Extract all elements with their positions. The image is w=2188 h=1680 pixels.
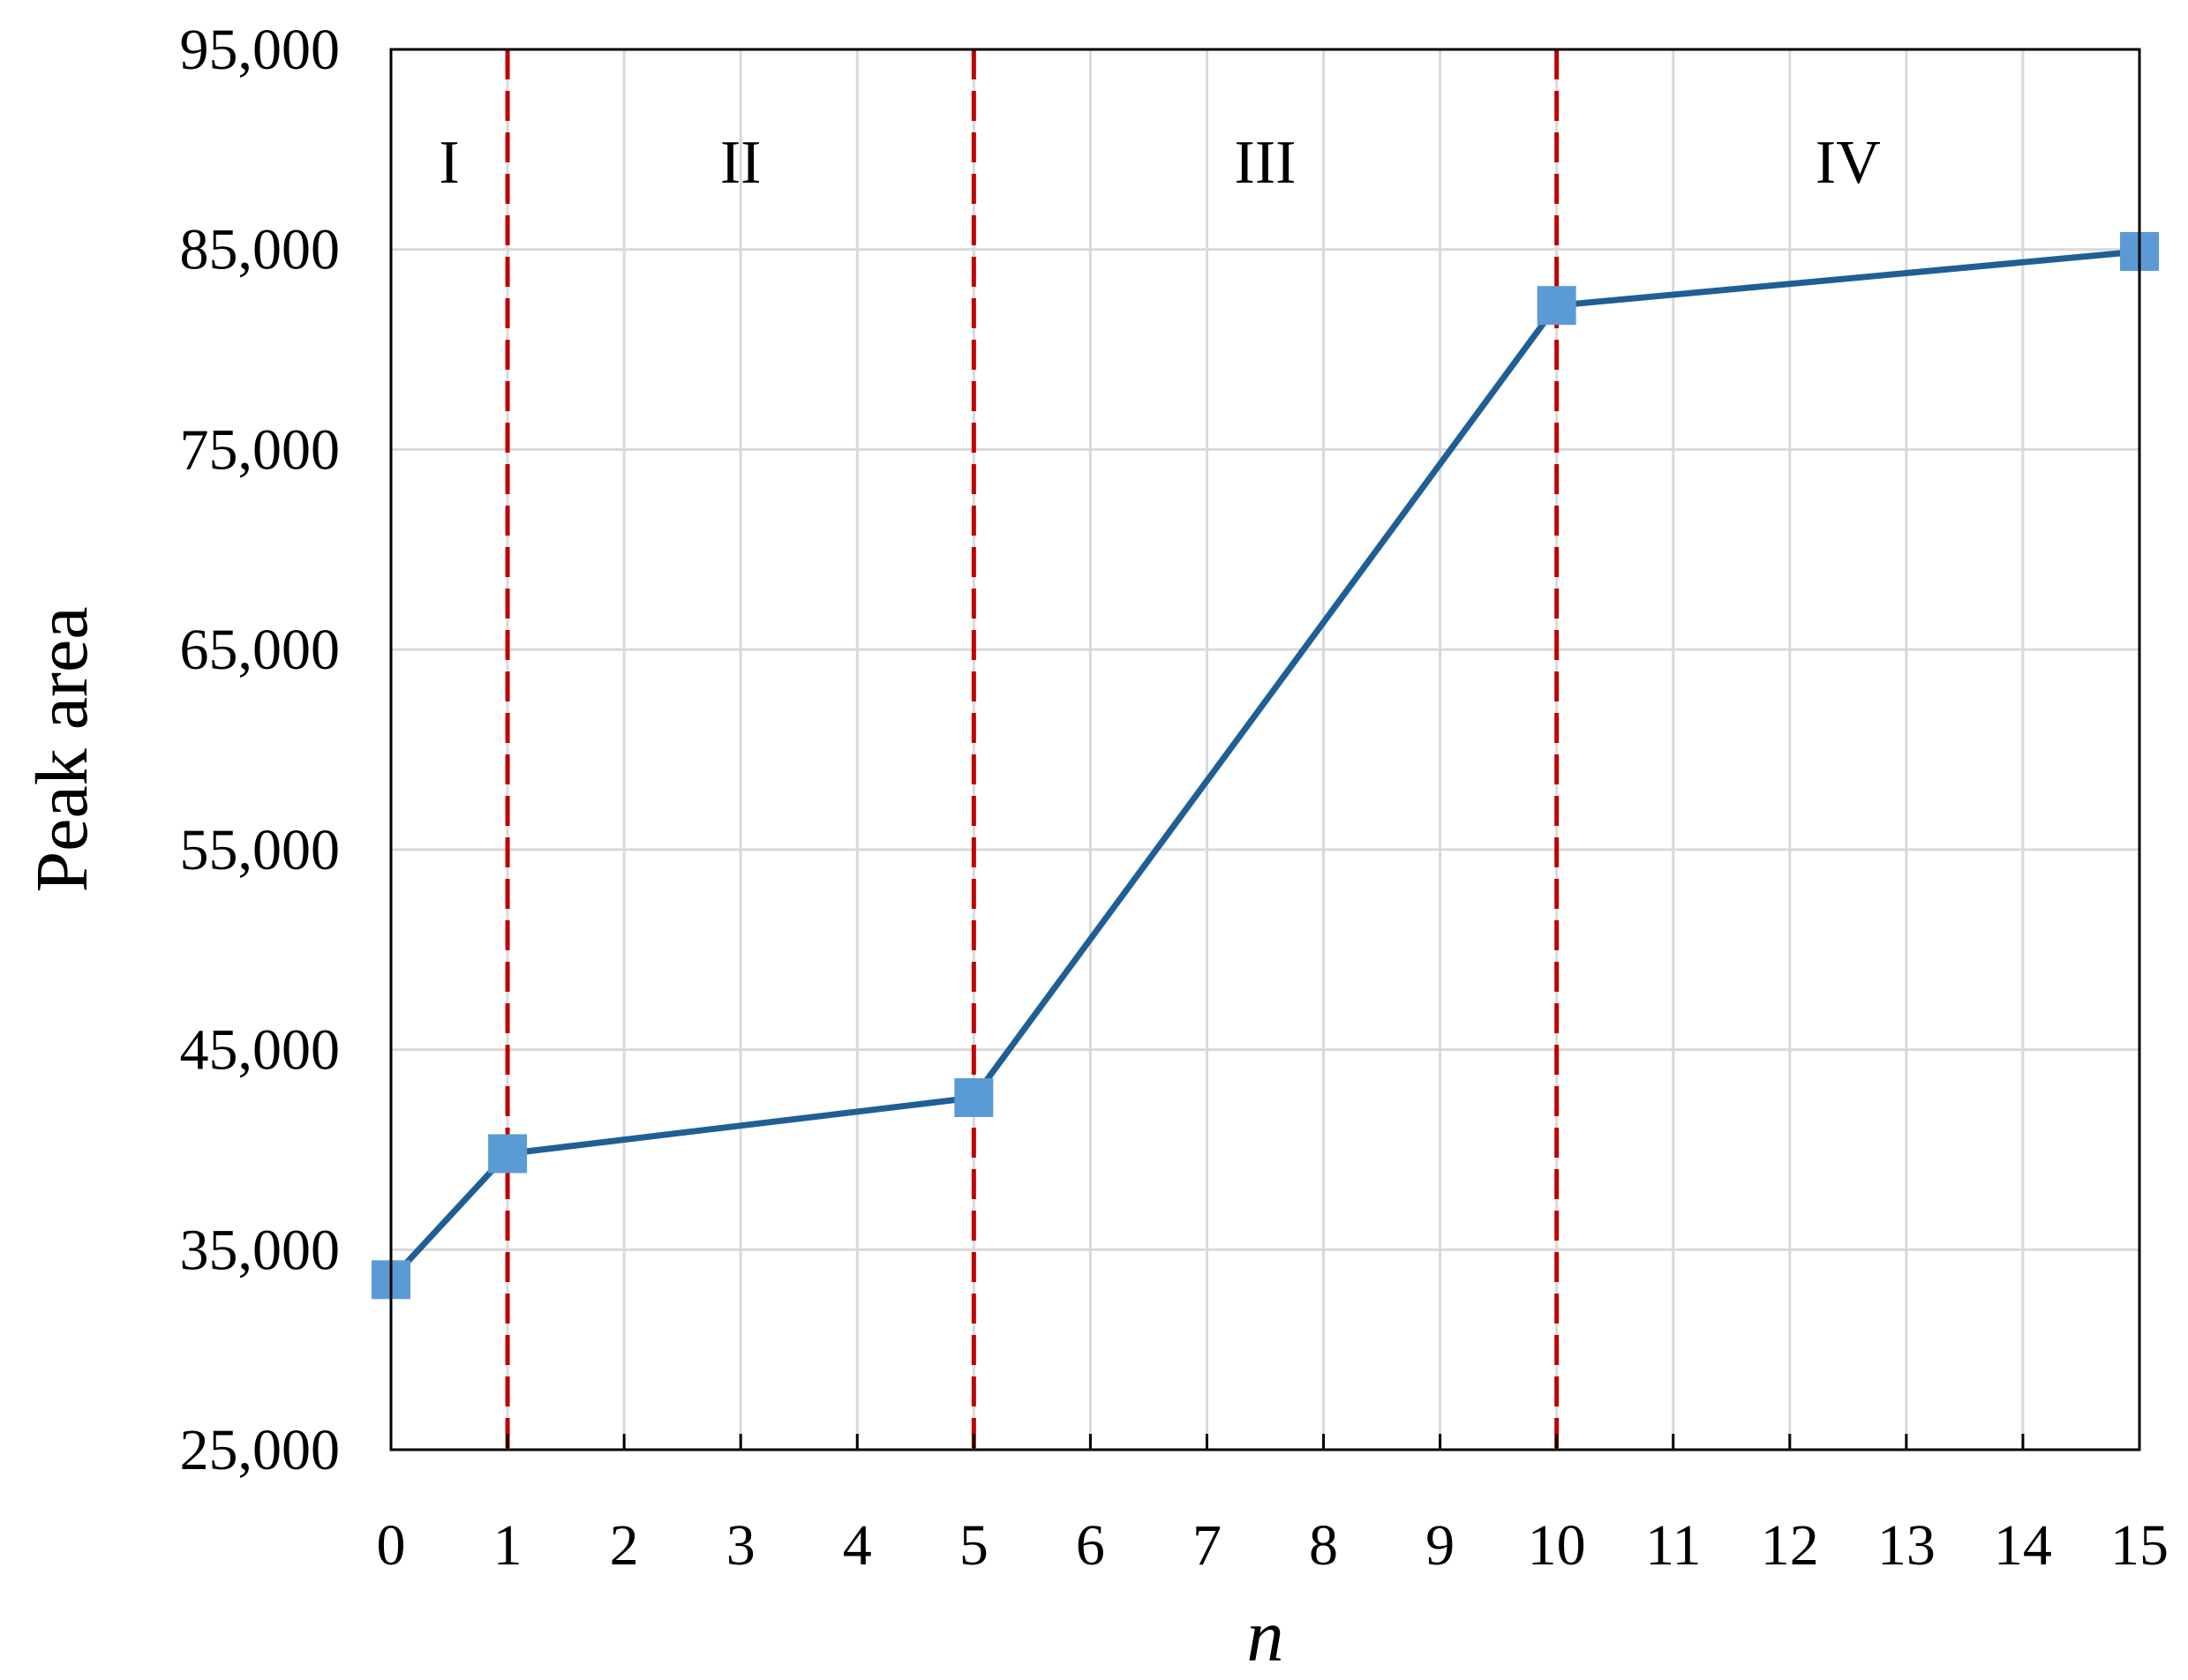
x-tick-label: 4 bbox=[843, 1513, 872, 1578]
x-tick-label: 11 bbox=[1645, 1513, 1702, 1578]
axis-ticks bbox=[389, 1434, 2141, 1450]
data-series bbox=[372, 231, 2159, 1300]
y-axis-tick-labels: 25,000 35,000 45,000 55,000 65,000 75,000 85,0… bbox=[180, 18, 341, 1482]
data-point-marker bbox=[1537, 286, 1576, 326]
y-axis-title: Peak area bbox=[21, 606, 103, 892]
y-tick-label: 75,000 bbox=[180, 417, 341, 482]
x-axis-title: n bbox=[1247, 1595, 1284, 1676]
region-label: II bbox=[720, 129, 762, 197]
region-label: I bbox=[439, 129, 459, 197]
x-tick-label: 13 bbox=[1877, 1513, 1936, 1578]
data-point-marker bbox=[488, 1134, 528, 1174]
y-tick-label: 85,000 bbox=[180, 218, 341, 282]
region-labels: I II III IV bbox=[439, 129, 1880, 197]
region-label: III bbox=[1235, 129, 1297, 197]
region-label: IV bbox=[1816, 129, 1881, 197]
y-tick-label: 55,000 bbox=[180, 818, 341, 882]
x-tick-label: 5 bbox=[959, 1513, 989, 1578]
x-tick-label: 0 bbox=[377, 1513, 406, 1578]
plot-area-frame bbox=[389, 48, 2141, 1451]
region-dividers bbox=[505, 49, 1560, 1450]
x-tick-label: 1 bbox=[493, 1513, 523, 1578]
x-axis-tick-labels: 0 1 2 3 4 5 6 7 8 9 10 11 12 13 14 15 bbox=[377, 1513, 2169, 1578]
y-tick-label: 95,000 bbox=[180, 18, 341, 82]
x-tick-label: 2 bbox=[610, 1513, 639, 1578]
x-tick-label: 12 bbox=[1761, 1513, 1819, 1578]
x-tick-label: 14 bbox=[1994, 1513, 2052, 1578]
series-line bbox=[388, 248, 2140, 1282]
x-tick-label: 8 bbox=[1309, 1513, 1338, 1578]
x-tick-label: 15 bbox=[2110, 1513, 2169, 1578]
x-tick-label: 6 bbox=[1076, 1513, 1105, 1578]
gridlines bbox=[391, 49, 2139, 1450]
y-tick-label: 65,000 bbox=[180, 618, 341, 682]
x-tick-label: 9 bbox=[1425, 1513, 1455, 1578]
y-tick-label: 25,000 bbox=[180, 1418, 341, 1482]
x-tick-label: 7 bbox=[1192, 1513, 1222, 1578]
data-point-marker bbox=[954, 1077, 994, 1117]
x-tick-label: 10 bbox=[1528, 1513, 1586, 1578]
y-tick-label: 45,000 bbox=[180, 1018, 341, 1083]
x-tick-label: 3 bbox=[726, 1513, 756, 1578]
y-tick-label: 35,000 bbox=[180, 1218, 341, 1282]
